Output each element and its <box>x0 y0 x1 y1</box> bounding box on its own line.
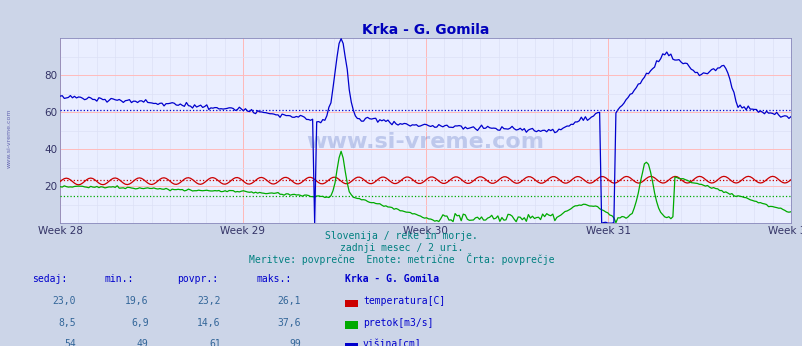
Text: maks.:: maks.: <box>257 274 292 284</box>
Text: povpr.:: povpr.: <box>176 274 217 284</box>
Text: 23,2: 23,2 <box>197 296 221 306</box>
Text: 14,6: 14,6 <box>197 318 221 328</box>
Text: pretok[m3/s]: pretok[m3/s] <box>363 318 433 328</box>
Text: 19,6: 19,6 <box>125 296 148 306</box>
Text: 23,0: 23,0 <box>53 296 76 306</box>
Text: 6,9: 6,9 <box>131 318 148 328</box>
Text: temperatura[C]: temperatura[C] <box>363 296 444 306</box>
Text: 37,6: 37,6 <box>277 318 301 328</box>
Text: www.si-vreme.com: www.si-vreme.com <box>6 109 11 168</box>
Text: 54: 54 <box>64 339 76 346</box>
Text: višina[cm]: višina[cm] <box>363 339 421 346</box>
Text: Meritve: povprečne  Enote: metrične  Črta: povprečje: Meritve: povprečne Enote: metrične Črta:… <box>249 253 553 265</box>
Text: sedaj:: sedaj: <box>32 274 67 284</box>
Title: Krka - G. Gomila: Krka - G. Gomila <box>362 23 488 37</box>
Text: 49: 49 <box>136 339 148 346</box>
Text: Krka - G. Gomila: Krka - G. Gomila <box>345 274 439 284</box>
Text: zadnji mesec / 2 uri.: zadnji mesec / 2 uri. <box>339 243 463 253</box>
Text: 26,1: 26,1 <box>277 296 301 306</box>
Text: min.:: min.: <box>104 274 134 284</box>
Text: 8,5: 8,5 <box>59 318 76 328</box>
Text: 61: 61 <box>209 339 221 346</box>
Text: 99: 99 <box>289 339 301 346</box>
Text: Slovenija / reke in morje.: Slovenija / reke in morje. <box>325 231 477 241</box>
Text: www.si-vreme.com: www.si-vreme.com <box>306 132 544 152</box>
